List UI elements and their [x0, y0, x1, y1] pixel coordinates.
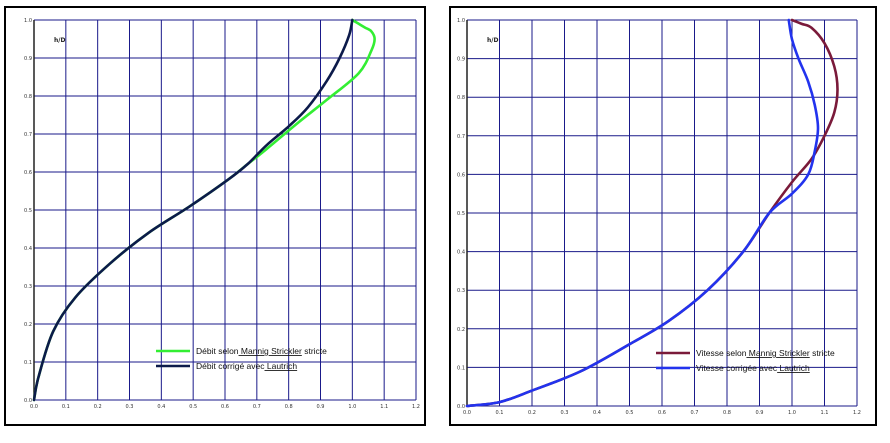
y-tick-label: 0.8	[457, 95, 465, 101]
y-tick-label: 0.2	[24, 322, 32, 328]
chart-debit-svg: 0.0 0.1 0.2 0.3 0.4 0.5 0.6 0.7 0.8 0.9 1.0 1.1 1.2 0…	[24, 18, 420, 410]
legend: Débit selon Mannig Strickler stricte Débi…	[156, 346, 327, 371]
legend-label-2: Vitesse corrigée avec Lautrich	[696, 363, 810, 373]
grid	[466, 19, 858, 407]
x-tick-label: 0.8	[723, 410, 731, 416]
y-tick-label: 0.8	[24, 94, 32, 100]
x-tick-label: 0.4	[593, 410, 601, 416]
y-tick-label: 1.0	[457, 18, 465, 24]
y-tick-label: 0.6	[24, 170, 32, 176]
x-tick-label: 1.2	[412, 404, 420, 410]
x-tick-label: 0.6	[658, 410, 666, 416]
x-tick-label: 0.5	[189, 404, 197, 410]
series-line-2	[465, 18, 820, 408]
y-tick-label: 0.2	[457, 327, 465, 333]
x-tick-label: 1.1	[380, 404, 388, 410]
y-tick-label: 0.1	[24, 360, 32, 366]
series-line-2	[32, 18, 354, 402]
y-tick-label: 0.3	[24, 284, 32, 290]
y-tick-label: 0.7	[457, 134, 465, 140]
x-tick-label: 1.2	[853, 410, 861, 416]
y-axis-label: h/D	[54, 37, 65, 44]
x-tick-label: 0.8	[285, 404, 293, 410]
y-tick-label: 0.5	[457, 211, 465, 217]
x-tick-label: 0.7	[253, 404, 261, 410]
legend: Vitesse selon Mannig Strickler stricte Vi…	[656, 348, 835, 373]
x-tick-label: 0.6	[221, 404, 229, 410]
y-axis-label: h/D	[487, 37, 498, 44]
x-tick-label: 0.7	[691, 410, 699, 416]
chart-panel-vitesse: 0.0 0.1 0.2 0.3 0.4 0.5 0.6 0.7 0.8 0.9 1.0 1.1 1.2 0…	[449, 6, 877, 426]
x-tick-label: 0.0	[463, 410, 471, 416]
y-tick-label: 0.0	[24, 398, 32, 404]
x-tick-label: 0.2	[94, 404, 102, 410]
x-tick-label: 0.9	[756, 410, 764, 416]
x-tick-label: 1.0	[348, 404, 356, 410]
x-tick-label: 0.5	[626, 410, 634, 416]
x-tick-label: 0.4	[157, 404, 165, 410]
x-tick-label: 0.1	[496, 410, 504, 416]
y-tick-label: 0.9	[24, 56, 32, 62]
y-tick-label: 0.1	[457, 365, 465, 371]
y-tick-label: 0.3	[457, 288, 465, 294]
y-tick-label: 0.0	[457, 404, 465, 410]
x-tick-label: 0.0	[30, 404, 38, 410]
legend-label-2: Débit corrigé avec Lautrich	[196, 361, 297, 371]
x-tick-label: 0.3	[126, 404, 134, 410]
x-tick-label: 0.3	[561, 410, 569, 416]
chart-vitesse-svg: 0.0 0.1 0.2 0.3 0.4 0.5 0.6 0.7 0.8 0.9 1.0 1.1 1.2 0…	[457, 18, 861, 416]
x-tick-label: 0.1	[62, 404, 70, 410]
y-tick-label: 0.5	[24, 208, 32, 214]
grid	[33, 19, 417, 401]
y-tick-label: 0.9	[457, 57, 465, 63]
x-tick-label: 1.1	[821, 410, 829, 416]
y-tick-label: 0.7	[24, 132, 32, 138]
x-tick-label: 0.2	[528, 410, 536, 416]
y-tick-label: 0.4	[24, 246, 32, 252]
chart-panel-debit: 0.0 0.1 0.2 0.3 0.4 0.5 0.6 0.7 0.8 0.9 1.0 1.1 1.2 0…	[4, 6, 426, 426]
legend-label-1: Débit selon Mannig Strickler stricte	[196, 346, 327, 356]
y-tick-label: 1.0	[24, 18, 32, 24]
x-tick-label: 0.9	[317, 404, 325, 410]
x-tick-label: 1.0	[788, 410, 796, 416]
legend-label-1: Vitesse selon Mannig Strickler stricte	[696, 348, 835, 358]
y-tick-label: 0.4	[457, 250, 465, 256]
y-tick-label: 0.6	[457, 172, 465, 178]
